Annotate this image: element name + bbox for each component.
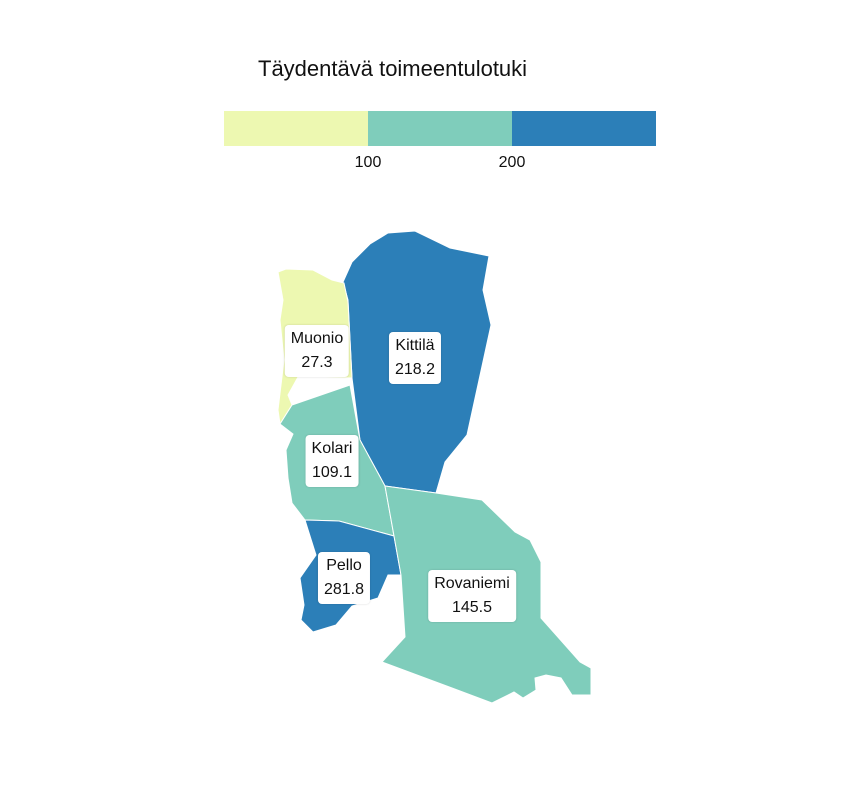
legend-tick-200: 200 xyxy=(498,154,526,171)
label-rovaniemi: Rovaniemi 145.5 xyxy=(428,570,516,622)
map-title: Täydentävä toimeentulotuki xyxy=(258,56,528,81)
region-name: Rovaniemi xyxy=(434,575,510,592)
label-pello: Pello 281.8 xyxy=(317,552,371,604)
region-name: Kittilä xyxy=(395,337,435,354)
label-kittila: Kittilä 218.2 xyxy=(388,332,442,384)
region-value: 218.2 xyxy=(394,361,436,378)
legend-bin-mid xyxy=(368,111,512,146)
label-muonio: Muonio 27.3 xyxy=(284,325,350,377)
legend-bin-low xyxy=(224,111,368,146)
color-legend xyxy=(224,111,656,146)
legend-tick-100: 100 xyxy=(354,154,382,171)
region-name: Pello xyxy=(326,557,362,574)
region-value: 145.5 xyxy=(451,599,493,616)
region-name: Muonio xyxy=(290,330,344,347)
region-value: 109.1 xyxy=(311,464,353,481)
region-name: Kolari xyxy=(311,440,353,457)
legend-bin-high xyxy=(512,111,656,146)
region-value: 27.3 xyxy=(301,354,333,371)
label-kolari: Kolari 109.1 xyxy=(305,435,359,487)
region-value: 281.8 xyxy=(323,581,365,598)
